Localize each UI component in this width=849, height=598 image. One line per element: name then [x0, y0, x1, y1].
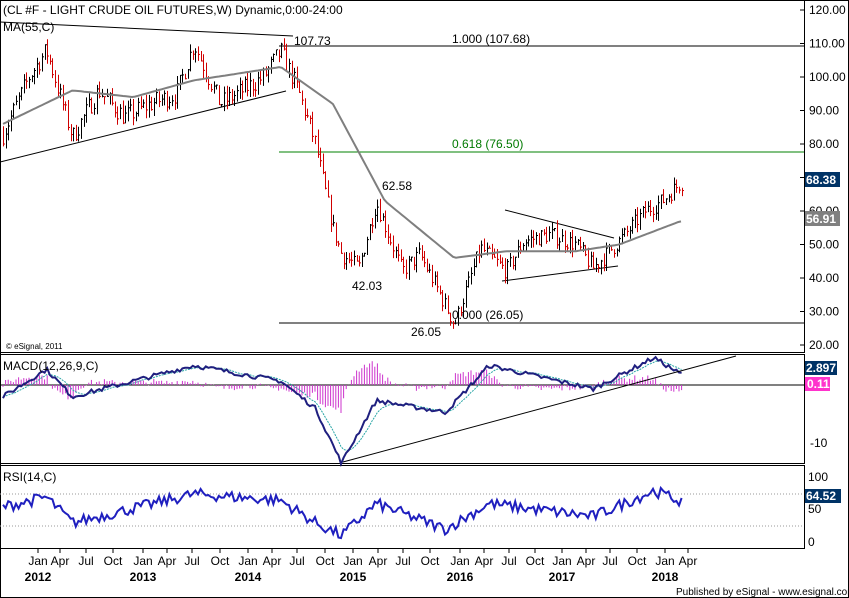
- macd-label: MACD(12,26,9,C): [3, 359, 98, 373]
- price-tick-label: 120.00: [809, 3, 846, 17]
- rsi-panel-frame: [0, 465, 805, 549]
- macd-value-tag: [805, 361, 837, 375]
- price-tick-label: 100.00: [809, 70, 846, 84]
- price-tick-label: 30.00: [809, 305, 839, 319]
- rsi-value-tag: [805, 489, 841, 503]
- macd-signal-value: 0.11: [807, 377, 830, 391]
- price-axis: 120.00110.00100.0090.0080.0070.0060.0050…: [800, 3, 846, 352]
- triangle-lower-line: [501, 265, 619, 282]
- fib-100-label: 1.000 (107.68): [452, 32, 530, 46]
- fib-000-label: 0.000 (26.05): [452, 308, 523, 322]
- macd-value: 2.897: [806, 361, 836, 375]
- x-month-label: Jan: [450, 554, 469, 568]
- rsi-value: 64.52: [806, 489, 836, 503]
- x-month-label: Oct: [628, 554, 647, 568]
- x-month-label: Oct: [316, 554, 335, 568]
- x-month-label: Oct: [211, 554, 230, 568]
- x-year-label: 2015: [340, 570, 367, 584]
- x-month-label: Jan: [28, 554, 47, 568]
- price-panel-frame: [0, 0, 805, 353]
- ma-label: MA(55,C): [3, 20, 54, 34]
- macd-panel-frame: [0, 354, 805, 464]
- x-month-label: Jul: [289, 554, 304, 568]
- rsi-line: [2, 485, 683, 540]
- footer-text: Published by eSignal - www.esignal.com: [676, 587, 849, 598]
- price-tick-label: 50.00: [809, 238, 839, 252]
- x-month-label: Apr: [51, 554, 70, 568]
- x-month-label: Apr: [263, 554, 282, 568]
- x-month-label: Jan: [133, 554, 152, 568]
- x-year-label: 2018: [652, 570, 679, 584]
- ma-value-tag: [805, 211, 840, 226]
- x-month-label: Jul: [602, 554, 617, 568]
- high-label: 107.73: [294, 34, 331, 48]
- x-month-label: Jul: [395, 554, 410, 568]
- copyright-text: © eSignal, 2011: [6, 342, 63, 351]
- x-month-label: Jan: [655, 554, 674, 568]
- x-year-label: 2013: [130, 570, 157, 584]
- macd-histogram: [2, 361, 683, 413]
- x-month-label: Jan: [552, 554, 571, 568]
- annotation-62-58: 62.58: [382, 179, 412, 193]
- x-month-label: Jul: [78, 554, 93, 568]
- rising-trendline: [0, 90, 287, 163]
- ma-value: 56.91: [806, 212, 836, 226]
- price-tick-label: 90.00: [809, 104, 839, 118]
- x-year-label: 2014: [235, 570, 262, 584]
- x-month-label: Apr: [158, 554, 177, 568]
- x-month-label: Jan: [343, 554, 362, 568]
- footer-bg: [672, 586, 848, 597]
- triangle-upper-line: [504, 209, 615, 239]
- x-year-label: 2016: [447, 570, 474, 584]
- price-tick-label: 40.00: [809, 271, 839, 285]
- rsi-tick-50: 50: [808, 502, 822, 516]
- x-axis: Jan Apr Jul Oct Jan Apr Jul Oct Jan Apr Jul Oct Jan A…: [25, 549, 698, 584]
- last-price-tag: [805, 172, 840, 187]
- annotation-26-05: 26.05: [411, 325, 441, 339]
- fib-618-label: 0.618 (76.50): [452, 137, 523, 151]
- last-price-value: 68.38: [806, 173, 836, 187]
- x-month-label: Jan: [238, 554, 257, 568]
- ma-55-line: [2, 66, 682, 259]
- x-month-label: Oct: [526, 554, 545, 568]
- x-month-label: Apr: [369, 554, 388, 568]
- x-month-label: Jul: [501, 554, 516, 568]
- x-month-label: Apr: [679, 554, 698, 568]
- macd-trendline: [342, 355, 737, 463]
- macd-signal-line: [2, 360, 682, 451]
- macd-tick: -10: [810, 436, 828, 450]
- x-year-label: 2012: [25, 570, 52, 584]
- price-tick-label: 110.00: [809, 37, 845, 51]
- x-month-label: Apr: [475, 554, 494, 568]
- x-year-label: 2017: [549, 570, 576, 584]
- price-tick-label: 20.00: [809, 338, 839, 352]
- falling-trendline: [0, 21, 294, 37]
- rsi-label: RSI(14,C): [3, 470, 56, 484]
- x-month-label: Apr: [577, 554, 596, 568]
- price-tick-label: 80.00: [809, 137, 839, 151]
- x-month-label: Oct: [421, 554, 440, 568]
- rsi-tick-0: 0: [808, 535, 815, 549]
- chart-title: (CL #F - LIGHT CRUDE OIL FUTURES,W) Dyna…: [3, 3, 343, 17]
- macd-signal-tag: [805, 377, 830, 391]
- annotation-42-03: 42.03: [352, 279, 382, 293]
- x-month-label: Jul: [184, 554, 199, 568]
- price-bars: [3, 38, 684, 329]
- rsi-tick-100: 100: [808, 470, 828, 484]
- x-month-label: Oct: [104, 554, 123, 568]
- macd-line: [2, 355, 682, 468]
